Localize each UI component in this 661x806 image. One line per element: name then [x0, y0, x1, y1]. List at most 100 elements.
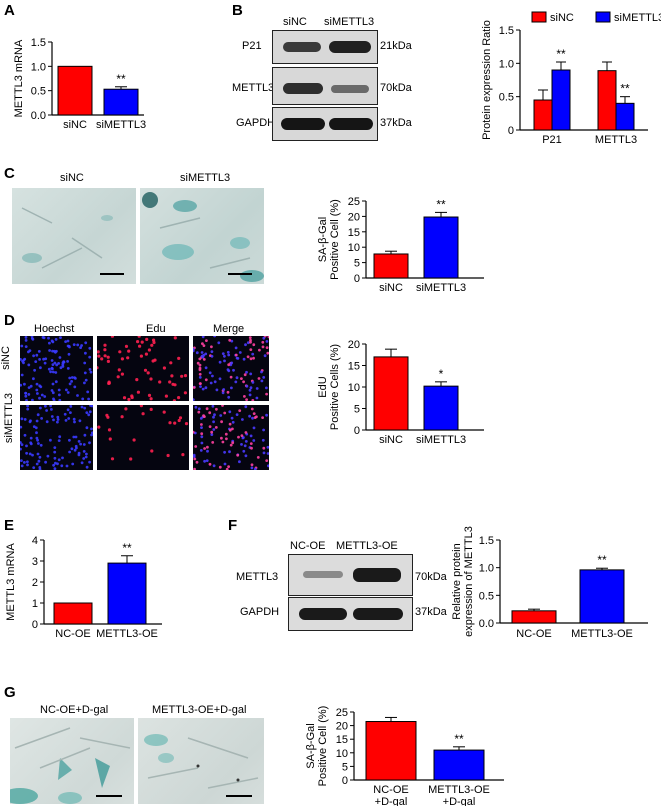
- x-tick-label: siMETTL3: [416, 434, 466, 446]
- y-tick-label: 15: [348, 227, 360, 239]
- image-c-title-1: siNC: [60, 172, 84, 184]
- blot-f-lane-1: NC-OE: [290, 540, 326, 552]
- x-tick-label: siNC: [379, 282, 403, 294]
- y-axis-label-2: expression of METTL3: [463, 526, 475, 637]
- microscopy-image-sinc: [12, 188, 136, 284]
- blot-b-lane-2: siMETTL3: [324, 16, 375, 28]
- panel-letter-e: E: [4, 517, 15, 534]
- blot-b-size-p21: 21kDa: [380, 40, 412, 52]
- y-tick-label: 10: [348, 242, 360, 254]
- y-axis-label: METTL3 mRNA: [5, 543, 17, 621]
- fluorescence-image: [193, 336, 269, 401]
- image-d-col-title-3: Merge: [213, 323, 245, 335]
- y-axis-label: METTL3 mRNA: [13, 39, 25, 117]
- x-tick-label: siNC: [379, 434, 403, 446]
- bar: [551, 69, 571, 131]
- blot-b-gapdh-membrane: [272, 107, 378, 141]
- x-tick-label: METTL3-OE: [428, 784, 490, 796]
- y-tick-label: 0.5: [31, 86, 46, 98]
- y-tick-label: 0: [32, 619, 38, 631]
- fluorescence-image: [193, 405, 269, 470]
- y-tick-label: 1.0: [499, 58, 514, 70]
- significance-label: **: [122, 541, 132, 555]
- x-tick-label: METTL3-OE: [96, 628, 158, 640]
- x-tick-label: siNC: [63, 119, 87, 131]
- fluorescence-image: [97, 336, 189, 401]
- blot-band: [281, 118, 325, 130]
- y-tick-label: 5: [342, 761, 348, 773]
- significance-label: *: [439, 367, 444, 381]
- significance-label: **: [620, 82, 630, 96]
- y-tick-label: 0.5: [479, 590, 494, 602]
- y-axis-label: Relative protein: [451, 543, 463, 619]
- y-axis-label: SA-β-Gal: [305, 723, 317, 768]
- y-tick-label: 0: [354, 425, 360, 437]
- blot-f-row-label-gapdh: GAPDH: [240, 606, 280, 618]
- microscopy-image-nc-oe-dgal: [10, 718, 134, 804]
- y-tick-label: 25: [336, 707, 348, 719]
- bar: [373, 253, 409, 279]
- legend-label: siNC: [550, 12, 574, 24]
- y-tick-label: 20: [348, 211, 360, 223]
- x-tick-label: +D-gal: [375, 796, 408, 806]
- y-tick-label: 15: [336, 734, 348, 746]
- panel-letter-a: A: [4, 2, 15, 19]
- image-d-col-title-1: Hoechst: [34, 323, 75, 335]
- y-tick-label: 20: [348, 339, 360, 351]
- blot-band: [283, 42, 321, 52]
- fluorescence-image: [20, 405, 93, 470]
- blot-b-row-label-gapdh: GAPDH: [236, 117, 276, 129]
- panel-letter-g: G: [4, 684, 16, 701]
- y-tick-label: 3: [32, 556, 38, 568]
- significance-label: **: [116, 72, 126, 86]
- microscopy-image-mettl3-oe-dgal: [138, 718, 264, 804]
- y-tick-label: 0.5: [499, 92, 514, 104]
- y-axis-label-2: Positive Cells (%): [329, 344, 341, 430]
- panel-letter-d: D: [4, 312, 15, 329]
- bar: [57, 65, 93, 116]
- blot-b-row-label-mettl3: METTL3: [232, 82, 275, 94]
- fluorescence-image: [97, 405, 189, 470]
- blot-f-size-mettl3: 70kDa: [415, 571, 447, 583]
- y-axis-label: EdU: [317, 376, 329, 397]
- y-tick-label: 4: [32, 535, 38, 547]
- x-tick-label: P21: [542, 134, 562, 146]
- bar: [615, 102, 635, 131]
- y-tick-label: 1.5: [31, 37, 46, 49]
- significance-label: **: [597, 553, 607, 567]
- y-tick-label: 0.0: [479, 618, 494, 630]
- blot-band: [303, 571, 343, 578]
- panel-letter-f: F: [228, 517, 238, 534]
- image-d-col-title-2: Edu: [146, 323, 166, 335]
- y-axis-label: Protein expression Ratio: [481, 20, 493, 140]
- blot-f-row-label-mettl3: METTL3: [236, 571, 279, 583]
- legend-swatch: [595, 11, 611, 23]
- blot-f-size-gapdh: 37kDa: [415, 606, 447, 618]
- y-tick-label: 2: [32, 577, 38, 589]
- y-tick-label: 25: [348, 196, 360, 208]
- blot-band: [299, 608, 347, 620]
- y-tick-label: 1.0: [479, 563, 494, 575]
- microscopy-image-simettl3: [140, 188, 264, 284]
- x-tick-label: siMETTL3: [96, 119, 146, 131]
- y-tick-label: 1.0: [31, 61, 46, 73]
- y-axis-label: SA-β-Gal: [317, 217, 329, 262]
- blot-b-size-mettl3: 70kDa: [380, 82, 412, 94]
- y-axis-label-2: Positive Cell (%): [329, 199, 341, 280]
- x-tick-label: siMETTL3: [416, 282, 466, 294]
- significance-label: **: [454, 732, 464, 746]
- fluorescence-image: [20, 336, 93, 401]
- x-tick-label: NC-OE: [55, 628, 90, 640]
- legend-swatch: [531, 11, 547, 23]
- blot-f-mettl3-membrane: [288, 554, 413, 596]
- bar: [423, 385, 459, 431]
- bar: [373, 356, 409, 431]
- y-tick-label: 0: [354, 273, 360, 285]
- y-tick-label: 5: [354, 258, 360, 270]
- y-tick-label: 1: [32, 598, 38, 610]
- legend-label: siMETTL3: [614, 12, 661, 24]
- y-tick-label: 1.5: [479, 535, 494, 547]
- blot-band: [329, 118, 373, 130]
- x-tick-label: NC-OE: [516, 628, 551, 640]
